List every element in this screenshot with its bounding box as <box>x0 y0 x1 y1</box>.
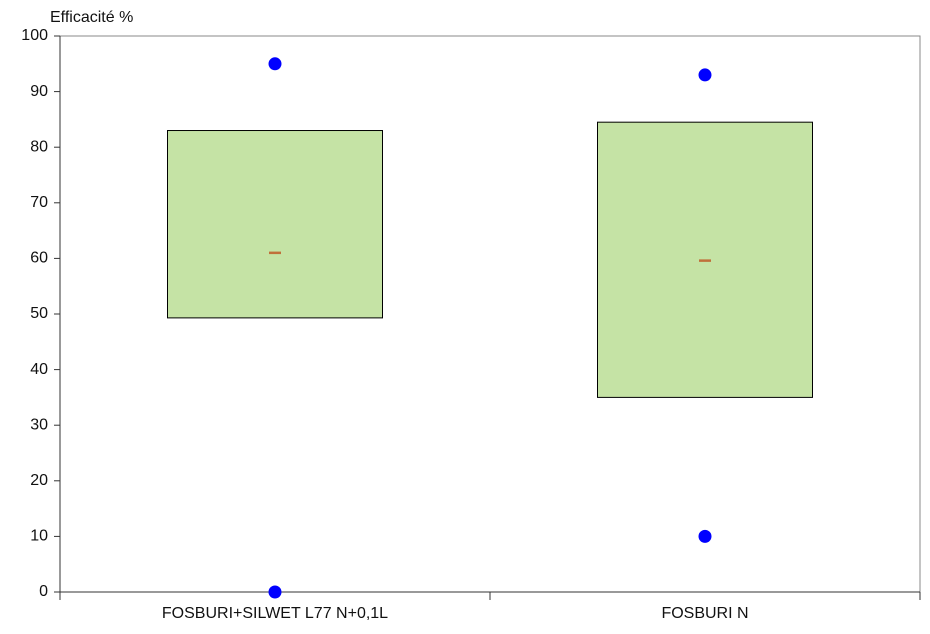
y-tick-label: 0 <box>39 583 48 600</box>
y-tick-label: 30 <box>30 416 48 433</box>
x-tick-label: FOSBURI+SILWET L77 N+0,1L <box>162 605 388 622</box>
y-tick-label: 10 <box>30 528 48 545</box>
y-tick-label: 20 <box>30 472 48 489</box>
y-tick-label: 70 <box>30 194 48 211</box>
max-point <box>698 68 712 82</box>
y-tick-label: 100 <box>21 27 48 44</box>
y-axis-label: Efficacité % <box>50 9 133 26</box>
y-tick-label: 50 <box>30 305 48 322</box>
min-point <box>698 529 712 543</box>
y-tick-label: 40 <box>30 361 48 378</box>
x-tick-label: FOSBURI N <box>661 605 748 622</box>
y-tick-label: 90 <box>30 83 48 100</box>
max-point <box>268 57 282 71</box>
min-point <box>268 585 282 599</box>
box <box>167 130 383 319</box>
y-tick-label: 60 <box>30 250 48 267</box>
y-tick-label: 80 <box>30 138 48 155</box>
